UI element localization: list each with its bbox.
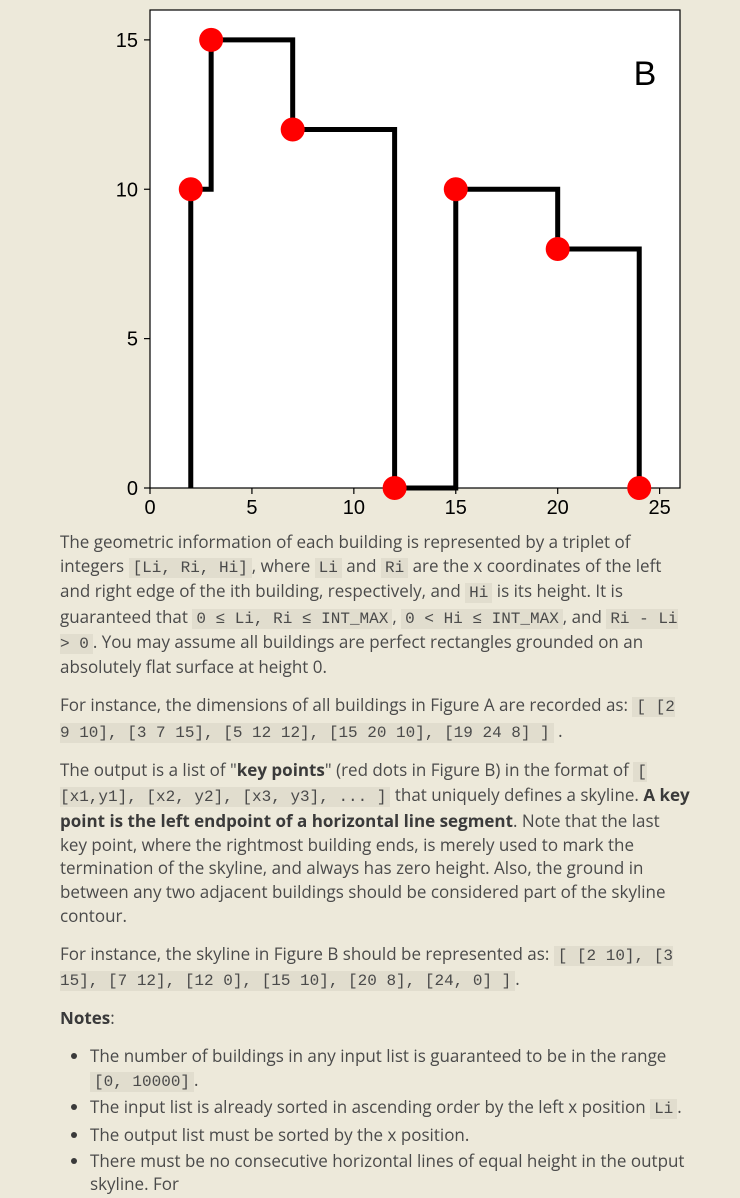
text: There must be no consecutive horizontal … — [90, 1149, 685, 1196]
notes-label: Notes — [60, 1006, 110, 1029]
code-range: [0, 10000] — [90, 1072, 194, 1092]
code-constraint1: 0 ≤ Li, Ri ≤ INT_MAX — [192, 609, 392, 629]
note-item-4: There must be no consecutive horizontal … — [90, 1149, 690, 1197]
text: , where — [252, 554, 315, 577]
code-li2: Li — [650, 1099, 677, 1119]
notes-heading: Notes: — [60, 1006, 690, 1030]
skyline-chart: 0 5 10 15 20 25 0 5 10 15 B — [60, 0, 690, 520]
svg-text:5: 5 — [127, 329, 138, 351]
text: For instance, the dimensions of all buil… — [60, 693, 632, 716]
note-item-2: The input list is already sorted in asce… — [90, 1095, 690, 1120]
code-li: Li — [315, 558, 342, 578]
bold-keypoints: key points — [237, 758, 325, 781]
paragraph-output-desc: The output is a list of "key points" (re… — [60, 758, 690, 928]
paragraph-example-output: For instance, the skyline in Figure B sh… — [60, 942, 690, 993]
text: For instance, the skyline in Figure B sh… — [60, 942, 554, 965]
text: and — [342, 554, 381, 577]
svg-text:0: 0 — [127, 478, 138, 500]
svg-text:10: 10 — [116, 179, 138, 201]
paragraph-example-input: For instance, the dimensions of all buil… — [60, 693, 690, 744]
code-constraint2: 0 < Hi ≤ INT_MAX — [401, 609, 563, 629]
text: . — [554, 719, 563, 742]
svg-text:0: 0 — [144, 497, 155, 519]
text: . — [194, 1068, 198, 1091]
text: . — [677, 1095, 681, 1118]
text: , and — [563, 605, 607, 628]
chart-svg: 0 5 10 15 20 25 0 5 10 15 B — [60, 0, 690, 520]
note-item-3: The output list must be sorted by the x … — [90, 1123, 690, 1147]
svg-text:25: 25 — [648, 497, 670, 519]
svg-text:15: 15 — [445, 497, 467, 519]
text: , — [392, 605, 401, 628]
document-body: 0 5 10 15 20 25 0 5 10 15 B The geometric informat… — [0, 0, 740, 1196]
svg-text:15: 15 — [116, 30, 138, 52]
text: that uniquely defines a skyline. — [390, 783, 643, 806]
code-triplet: [Li, Ri, Hi] — [129, 558, 252, 578]
text: : — [110, 1006, 114, 1029]
note-item-1: The number of buildings in any input lis… — [90, 1044, 690, 1093]
svg-text:10: 10 — [343, 497, 365, 519]
text: The input list is already sorted in asce… — [90, 1095, 650, 1118]
code-ri: Ri — [381, 558, 408, 578]
code-hi: Hi — [465, 583, 492, 603]
text: The output is a list of " — [60, 758, 237, 781]
text: The output list must be sorted by the x … — [90, 1123, 469, 1146]
svg-text:20: 20 — [547, 497, 569, 519]
text: " (red dots in Figure B) in the format o… — [325, 758, 633, 781]
paragraph-geometry: The geometric information of each buildi… — [60, 530, 690, 679]
text: . You may assume all buildings are perfe… — [60, 630, 643, 678]
svg-text:B: B — [634, 55, 657, 93]
svg-text:5: 5 — [246, 497, 257, 519]
text: The number of buildings in any input lis… — [90, 1044, 666, 1067]
notes-list: The number of buildings in any input lis… — [60, 1044, 690, 1196]
text: . — [515, 967, 519, 990]
